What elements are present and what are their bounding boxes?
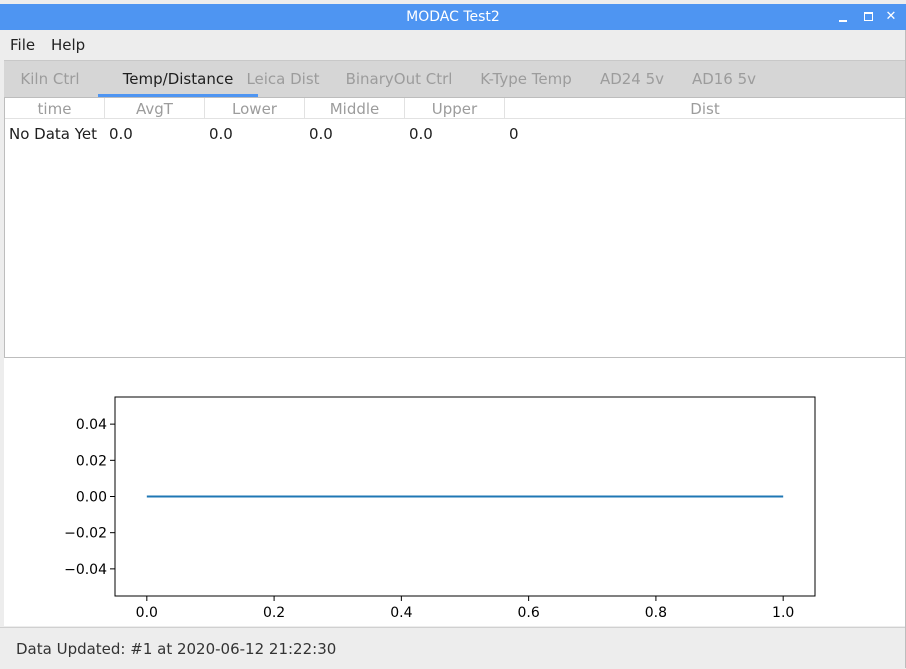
active-tab-indicator [98,94,258,97]
minimize-button[interactable] [832,4,854,30]
tab-binaryout-ctrl[interactable]: BinaryOut Ctrl [345,70,453,88]
x-tick-label: 1.0 [772,605,794,621]
menu-help[interactable]: Help [51,36,86,54]
menu-bar: File Help [0,30,906,59]
column-header-avgt[interactable]: AvgT [105,98,205,119]
cell-lower: 0.0 [209,125,233,143]
x-tick-label: 0.0 [136,605,158,621]
x-tick-label: 0.6 [518,605,540,621]
column-header-dist[interactable]: Dist [505,98,905,119]
column-header-lower[interactable]: Lower [205,98,305,119]
title-bar[interactable]: MODAC Test2 ✕ [0,4,906,30]
column-header-middle[interactable]: Middle [305,98,405,119]
status-text: Data Updated: #1 at 2020-06-12 21:22:30 [16,640,337,658]
y-tick-label: −0.02 [64,526,107,542]
cell-time: No Data Yet [9,125,98,143]
y-tick-label: −0.04 [64,562,107,578]
maximize-icon [863,12,873,21]
tab-ad24-5v[interactable]: AD24 5v [599,70,665,88]
close-button[interactable]: ✕ [880,4,902,30]
tab-bar: Kiln Ctrl Temp/Distance Leica Dist Binar… [4,60,906,98]
y-tick-label: 0.04 [76,417,107,433]
data-table[interactable]: time AvgT Lower Middle Upper Dist No Dat… [4,98,906,358]
y-tick-label: 0.02 [76,453,107,469]
tab-temp-distance[interactable]: Temp/Distance [122,70,234,88]
cell-avgt: 0.0 [109,125,133,143]
cell-upper: 0.0 [409,125,433,143]
line-chart: 0.0 0.2 0.4 0.6 0.8 1.0 0.04 0.02 0.00 −0.02 −0.04 [64,396,816,621]
menu-file[interactable]: File [10,36,36,54]
axes: 0.0 0.2 0.4 0.6 0.8 1.0 0.04 0.02 0.00 −0.02 −0.04 [64,396,816,621]
status-bar: Data Updated: #1 at 2020-06-12 21:22:30 [0,627,906,669]
minimize-icon [839,19,847,22]
cell-dist: 0 [509,125,519,143]
window-title: MODAC Test2 [406,9,500,25]
y-tick-label: 0.00 [76,490,107,506]
column-header-upper[interactable]: Upper [405,98,505,119]
plot-canvas: 0.0 0.2 0.4 0.6 0.8 1.0 0.04 0.02 0.00 −0.02 −0.04 [4,358,905,626]
maximize-button[interactable] [857,4,879,30]
tab-leica-dist[interactable]: Leica Dist [246,70,320,88]
x-tick-label: 0.4 [390,605,412,621]
tab-k-type-temp[interactable]: K-Type Temp [480,70,572,88]
tab-ad16-5v[interactable]: AD16 5v [691,70,757,88]
close-icon: ✕ [885,9,897,24]
x-tick-label: 0.8 [645,605,667,621]
column-header-time[interactable]: time [5,98,105,119]
x-tick-label: 0.2 [263,605,285,621]
tab-kiln-ctrl[interactable]: Kiln Ctrl [20,70,80,88]
cell-middle: 0.0 [309,125,333,143]
